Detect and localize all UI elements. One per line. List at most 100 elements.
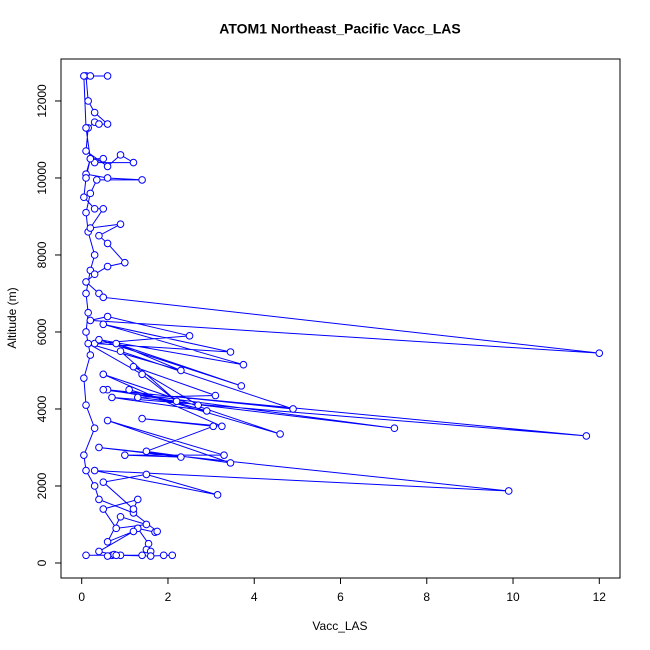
y-tick-label: 8000 (35, 241, 49, 268)
data-point (159, 551, 168, 560)
data-point (99, 293, 108, 302)
data-point (194, 401, 202, 409)
data-point (138, 176, 146, 184)
data-point (129, 158, 138, 167)
data-point (90, 251, 99, 259)
data-point (172, 397, 181, 406)
y-tick-label: 10000 (35, 161, 49, 195)
data-point (390, 424, 399, 433)
data-point (177, 366, 185, 375)
data-point (226, 348, 235, 356)
data-point (138, 414, 146, 423)
y-tick-label: 0 (35, 559, 49, 566)
data-point (95, 495, 103, 504)
data-point (90, 466, 99, 475)
series-line (83, 75, 600, 557)
data-point (86, 72, 95, 80)
data-point (99, 370, 108, 379)
data-point (237, 382, 246, 390)
data-point (99, 204, 108, 213)
data-point (82, 328, 90, 336)
data-point (93, 176, 101, 184)
data-point (86, 189, 95, 198)
x-tick-label: 4 (251, 590, 258, 604)
data-point (99, 154, 108, 163)
data-point (90, 108, 99, 117)
data-point (116, 151, 125, 159)
plot-frame (60, 58, 621, 579)
data-point (82, 174, 90, 182)
data-point (129, 505, 138, 513)
data-point (99, 478, 108, 486)
data-point (209, 422, 218, 431)
data-point (99, 505, 108, 513)
data-point (220, 451, 228, 459)
data-point (80, 374, 88, 382)
data-point (82, 401, 90, 409)
data-point (90, 204, 99, 213)
data-point (112, 524, 121, 533)
x-axis-title: Vacc_LAS (312, 619, 367, 633)
y-axis-title: Altitude (m) (5, 287, 19, 348)
x-tick-label: 2 (165, 590, 172, 604)
data-point (103, 416, 112, 425)
data-point (86, 316, 95, 325)
data-point (103, 174, 112, 182)
data-point (211, 391, 220, 400)
data-point (112, 551, 121, 560)
data-point (80, 72, 88, 80)
y-tick-label: 12000 (35, 84, 49, 118)
data-point (86, 224, 95, 232)
x-tick-label: 8 (423, 590, 430, 604)
x-tick-label: 10 (506, 590, 520, 604)
data-point (121, 258, 129, 267)
data-point (185, 332, 194, 340)
chart-title: ATOM1 Northeast_Pacific Vacc_LAS (219, 21, 460, 37)
data-point (103, 538, 112, 546)
data-point (84, 339, 92, 348)
data-point (129, 527, 138, 536)
data-point (226, 459, 235, 467)
data-point (86, 154, 95, 163)
data-point (168, 551, 177, 560)
data-point (84, 97, 92, 105)
x-tick-label: 6 (337, 590, 344, 604)
data-point (103, 239, 112, 248)
data-point (153, 527, 161, 536)
data-point (103, 312, 112, 321)
data-point (84, 308, 92, 317)
data-point (90, 482, 99, 490)
data-point (582, 432, 591, 440)
data-point (239, 360, 248, 369)
data-point (103, 262, 112, 271)
data-point (177, 453, 185, 461)
data-point (103, 72, 112, 80)
data-point (142, 520, 151, 529)
data-point (121, 451, 129, 459)
data-point (129, 362, 138, 371)
data-point (108, 393, 116, 402)
data-point (142, 470, 151, 479)
data-point (213, 491, 222, 499)
data-point (82, 124, 90, 132)
data-point (103, 162, 112, 171)
data-point (133, 393, 142, 402)
data-point (82, 147, 90, 155)
data-point (116, 347, 125, 356)
data-point (90, 424, 99, 433)
data-point (144, 539, 153, 548)
data-point (95, 335, 103, 344)
y-tick-label: 4000 (35, 395, 49, 422)
data-point (116, 512, 125, 521)
data-point (82, 208, 90, 217)
data-point (82, 466, 90, 475)
data-point (142, 447, 151, 456)
data-point (133, 495, 142, 504)
data-point (103, 120, 112, 128)
data-point (504, 487, 513, 495)
data-point (218, 422, 226, 431)
data-point (99, 385, 108, 394)
data-point (138, 370, 146, 379)
data-point (86, 351, 95, 359)
data-point (80, 193, 88, 202)
